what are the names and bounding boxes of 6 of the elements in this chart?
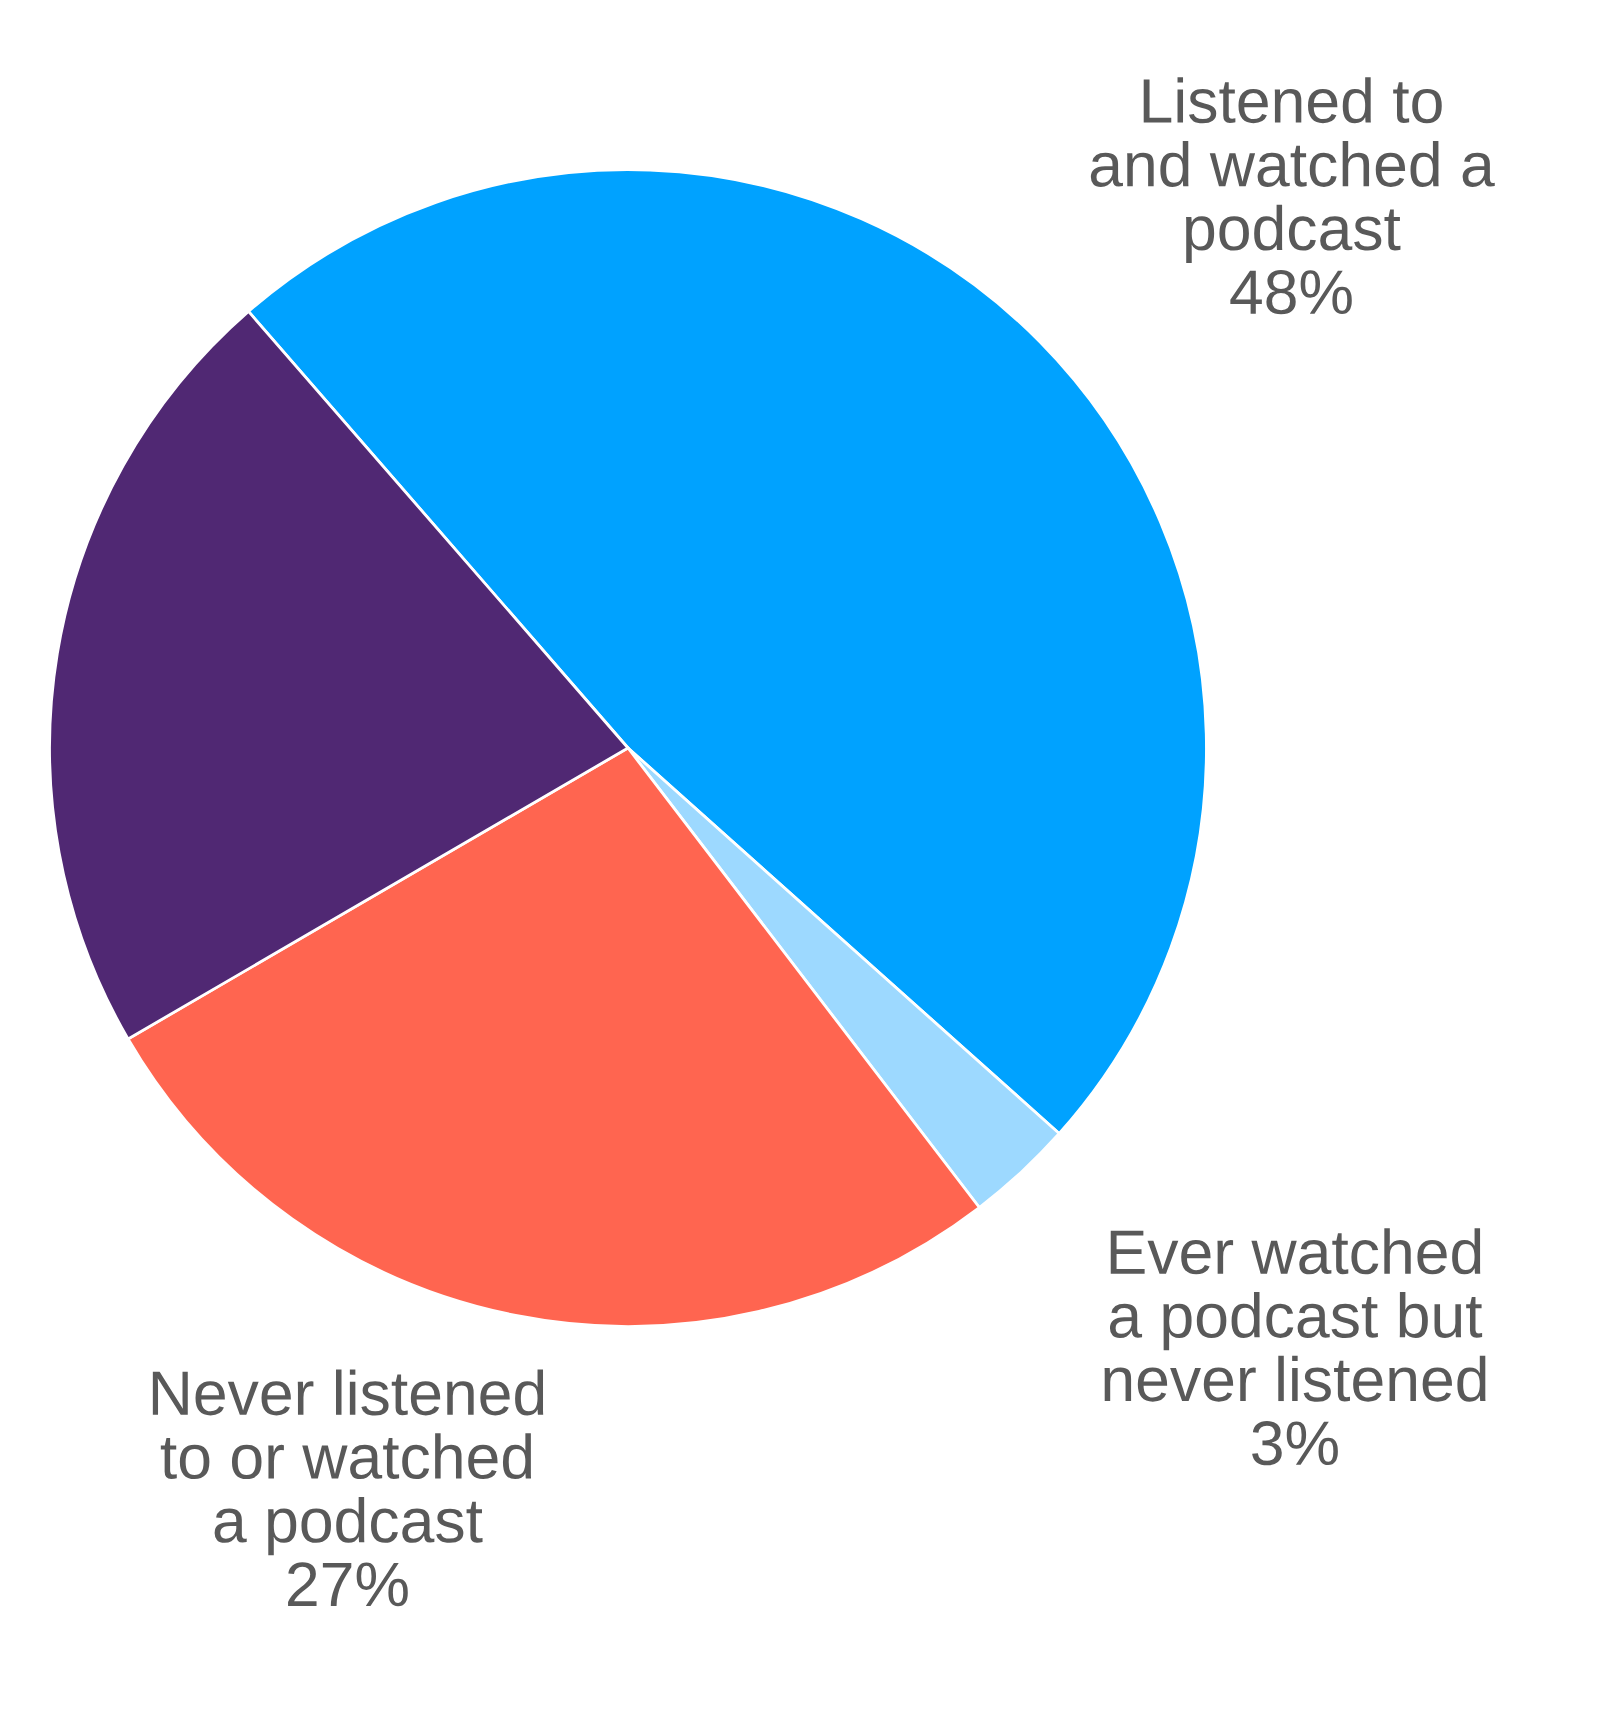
data-label: 48% [1230, 270, 1352, 315]
slice-label: Listened to and watched a podcast [1090, 77, 1495, 263]
slice-label: Never listened to or watched a podcast [152, 1369, 544, 1556]
data-label: 3% [1252, 1421, 1338, 1466]
slice-label: Ever watched a podcast but never listened [1104, 1228, 1486, 1402]
data-label: 27% [288, 1562, 408, 1607]
